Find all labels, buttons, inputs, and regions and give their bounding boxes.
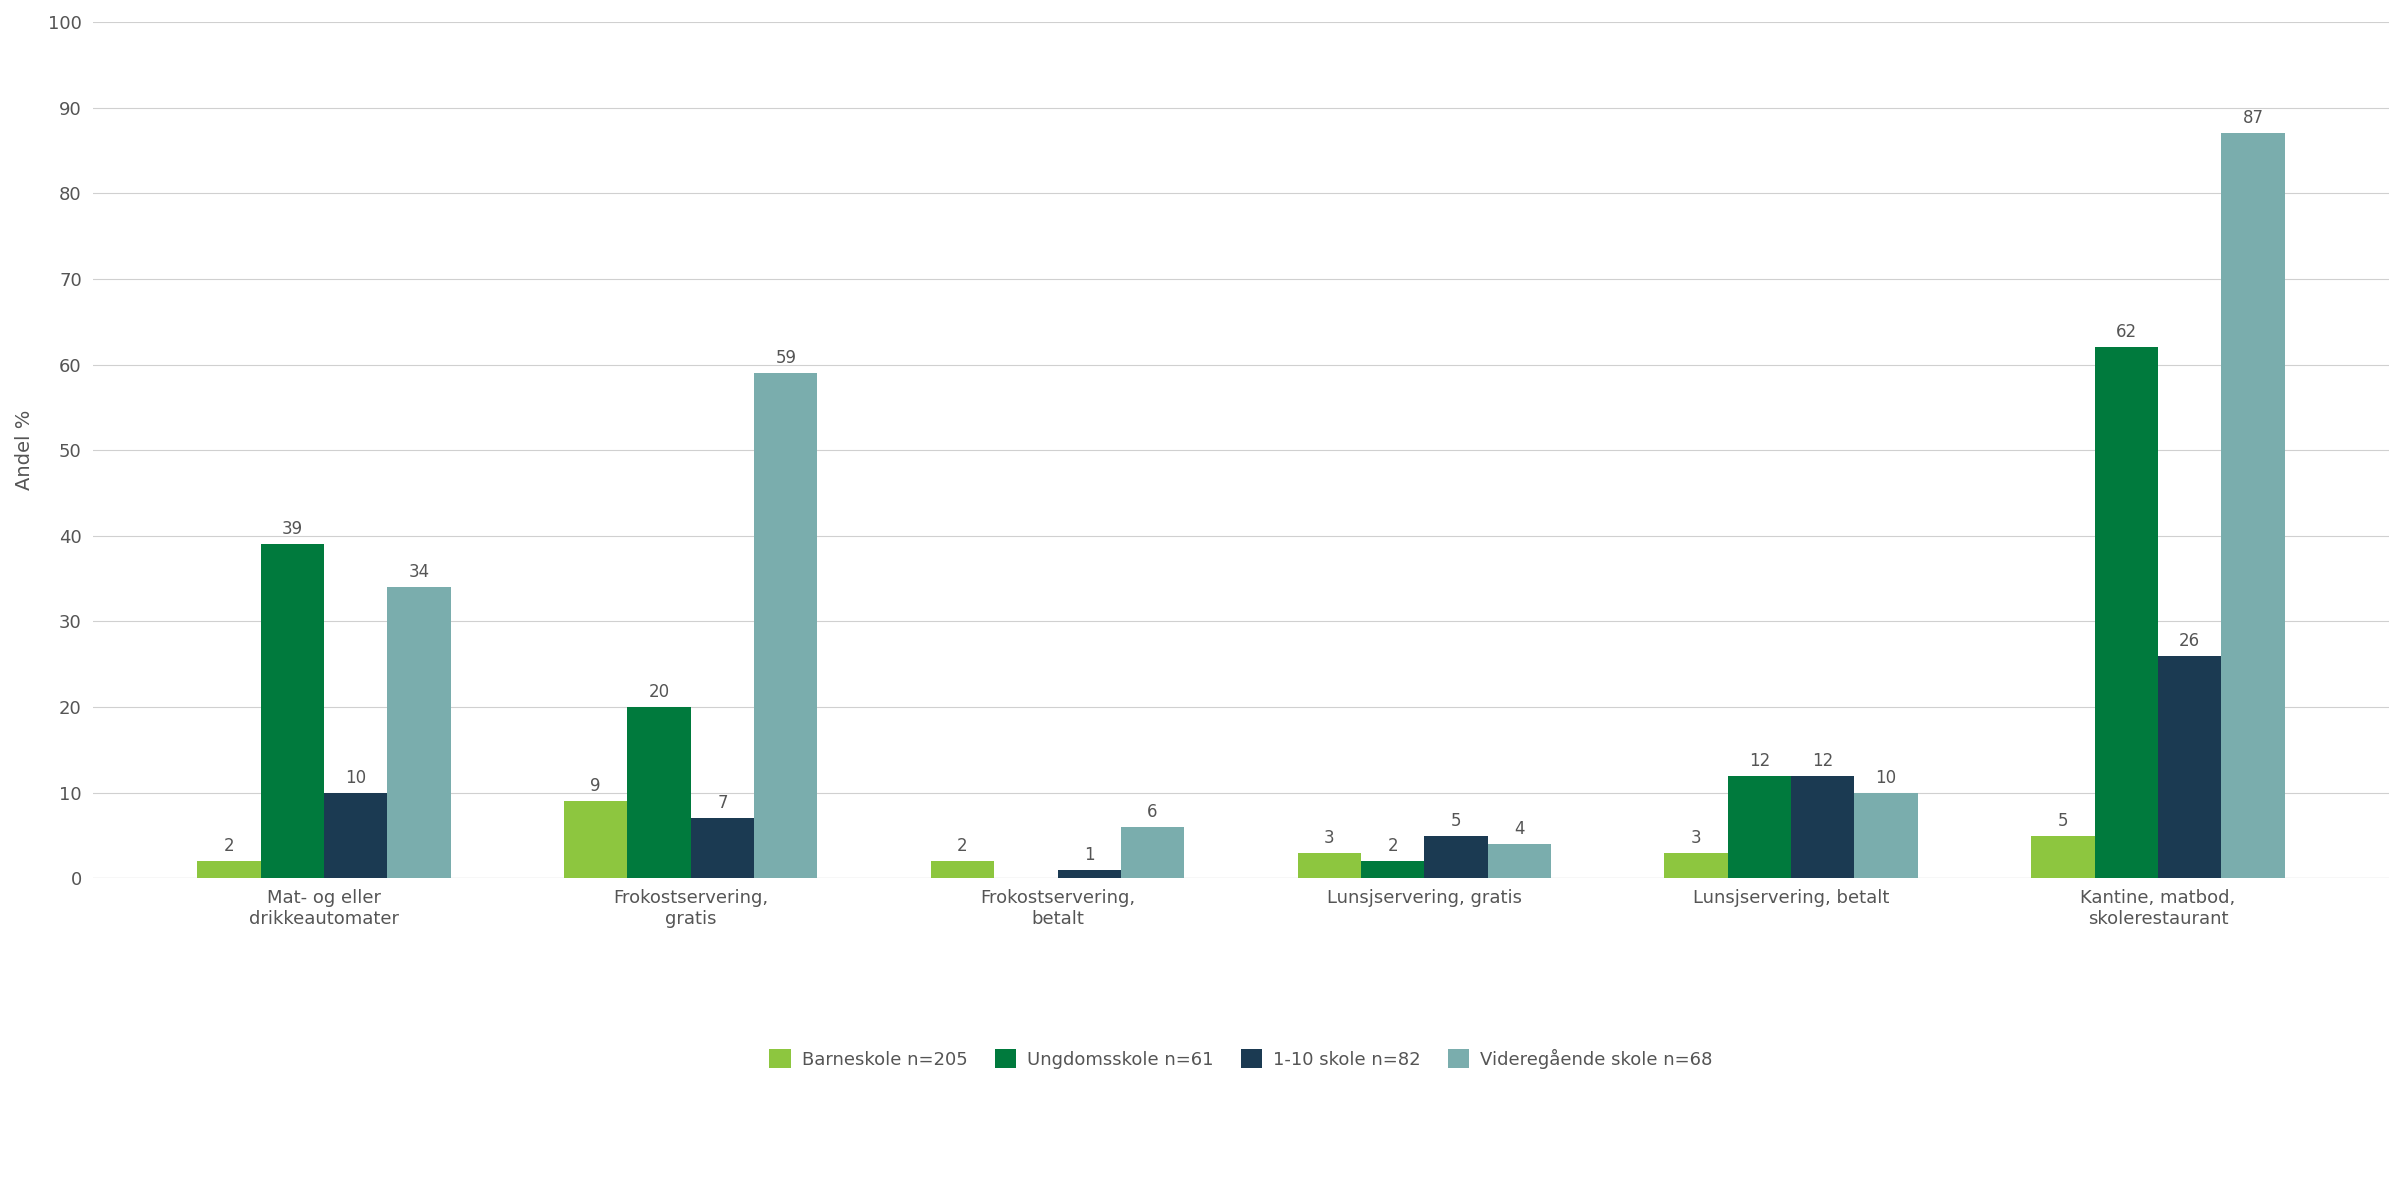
Bar xyxy=(197,861,260,879)
Bar xyxy=(1488,844,1551,879)
Text: 2: 2 xyxy=(224,837,233,855)
Text: 6: 6 xyxy=(1147,803,1159,821)
Text: 5: 5 xyxy=(1450,812,1462,830)
Text: 26: 26 xyxy=(2178,632,2200,650)
Text: 62: 62 xyxy=(2116,324,2137,342)
Bar xyxy=(1298,852,1361,879)
Text: 2: 2 xyxy=(957,837,969,855)
Bar xyxy=(1120,827,1185,879)
Text: 3: 3 xyxy=(1690,829,1702,846)
Text: 9: 9 xyxy=(591,777,601,795)
Text: 10: 10 xyxy=(1875,769,1897,787)
Bar xyxy=(1058,869,1120,879)
Bar xyxy=(325,793,387,879)
Bar xyxy=(1423,836,1488,879)
Bar xyxy=(1361,861,1423,879)
Text: 12: 12 xyxy=(1748,752,1769,770)
Text: 59: 59 xyxy=(774,349,796,367)
Bar xyxy=(690,819,755,879)
Text: 5: 5 xyxy=(2058,812,2067,830)
Text: 2: 2 xyxy=(1387,837,1399,855)
Bar xyxy=(2221,133,2284,879)
Bar xyxy=(565,801,627,879)
Bar xyxy=(2031,836,2094,879)
Bar xyxy=(387,588,450,879)
Bar xyxy=(1791,776,1853,879)
Bar xyxy=(755,373,817,879)
Bar xyxy=(2159,656,2221,879)
Bar xyxy=(1664,852,1728,879)
Bar xyxy=(2094,348,2159,879)
Bar xyxy=(627,707,690,879)
Text: 1: 1 xyxy=(1084,845,1094,863)
Text: 4: 4 xyxy=(1515,820,1524,838)
Text: 20: 20 xyxy=(649,683,671,701)
Text: 7: 7 xyxy=(716,795,728,813)
Text: 12: 12 xyxy=(1813,752,1834,770)
Text: 3: 3 xyxy=(1325,829,1334,846)
Bar xyxy=(260,544,325,879)
Y-axis label: Andel %: Andel % xyxy=(14,410,34,490)
Bar xyxy=(1853,793,1918,879)
Text: 10: 10 xyxy=(346,769,365,787)
Legend: Barneskole n=205, Ungdomsskole n=61, 1-10 skole n=82, Videregående skole n=68: Barneskole n=205, Ungdomsskole n=61, 1-1… xyxy=(762,1042,1719,1076)
Text: 87: 87 xyxy=(2243,109,2265,127)
Bar xyxy=(1728,776,1791,879)
Text: 39: 39 xyxy=(281,520,303,538)
Text: 34: 34 xyxy=(409,564,430,582)
Bar xyxy=(930,861,995,879)
